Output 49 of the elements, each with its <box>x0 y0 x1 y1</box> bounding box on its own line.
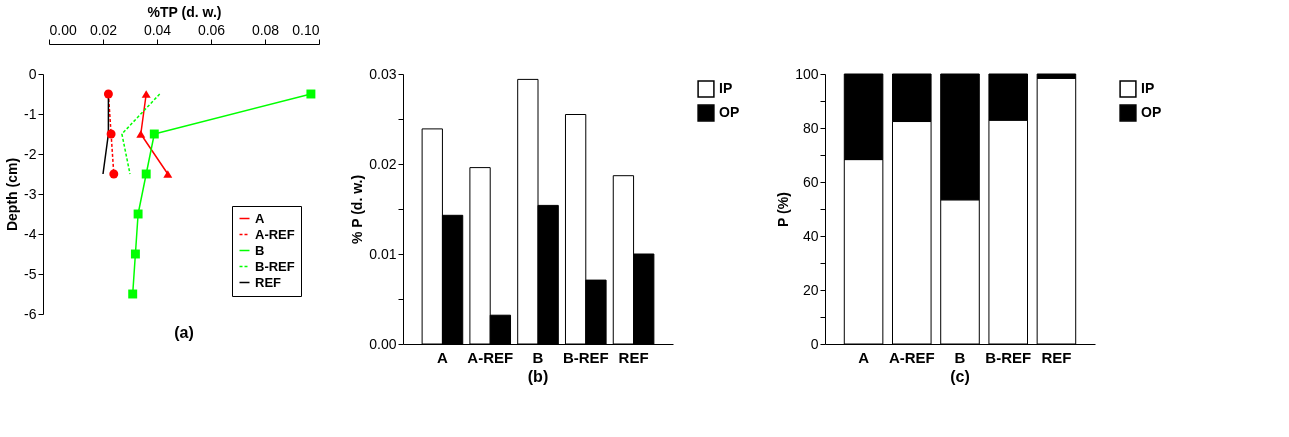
x-tick-label: A <box>858 348 870 366</box>
x-tick-label: A-REF <box>467 348 514 366</box>
y-tick-label: -2 <box>24 145 37 162</box>
y-tick-label: 20 <box>802 281 819 298</box>
y-tick-label: 0.03 <box>369 65 397 82</box>
y-tick-label: -4 <box>24 225 37 242</box>
x-tick-label: REF <box>1041 348 1072 366</box>
legend-label: A <box>255 210 265 226</box>
y-tick-label: 60 <box>802 173 819 190</box>
x-tick-label: 0.02 <box>89 21 118 38</box>
y-axis-title: P (%) <box>775 192 792 227</box>
y-tick-label: -6 <box>24 305 37 322</box>
y-tick-label: -1 <box>24 105 37 122</box>
y-tick-label: -3 <box>24 185 37 202</box>
text: (a) <box>174 324 194 341</box>
legend-label: IP <box>1141 80 1155 96</box>
y-tick-label: 100 <box>795 65 819 82</box>
x-tick-label: 0.06 <box>197 21 226 38</box>
y-axis-title: Depth (cm) <box>4 157 21 232</box>
y-tick-label: 0 <box>28 65 37 82</box>
text: (b) <box>527 368 549 385</box>
x-tick-label: B <box>532 348 544 366</box>
x-tick-label: B-REF <box>985 348 1032 366</box>
legend-label: B <box>255 242 265 258</box>
legend-label: REF <box>255 274 282 290</box>
x-tick-label: 0.10 <box>292 21 320 38</box>
x-tick-label: 0.04 <box>143 21 172 38</box>
x-tick-label: REF <box>618 348 649 366</box>
x-tick-label: B-REF <box>562 348 609 366</box>
legend-label: OP <box>1141 104 1162 120</box>
x-tick-label: A <box>437 348 448 366</box>
x-tick-label: A-REF <box>888 348 935 366</box>
x-axis-title: %TP (d. w.) <box>147 3 222 20</box>
y-tick-label: 0.00 <box>369 335 397 352</box>
y-tick-label: -5 <box>24 265 37 282</box>
y-tick-label: 80 <box>802 119 819 136</box>
legend-label: IP <box>719 80 733 96</box>
x-tick-label: B <box>954 348 966 366</box>
y-tick-label: 0.02 <box>369 155 397 172</box>
x-tick-label: 0.08 <box>251 21 280 38</box>
legend-label: OP <box>719 104 740 120</box>
x-tick-label: 0.00 <box>49 21 77 38</box>
y-tick-label: 0.01 <box>369 245 397 262</box>
y-axis-title: % P (d. w.) <box>349 174 366 245</box>
legend-label: A-REF <box>255 226 295 242</box>
y-tick-label: 0 <box>810 335 819 352</box>
legend-label: B-REF <box>255 258 295 274</box>
y-tick-label: 40 <box>802 227 819 244</box>
text: (c) <box>950 368 970 385</box>
